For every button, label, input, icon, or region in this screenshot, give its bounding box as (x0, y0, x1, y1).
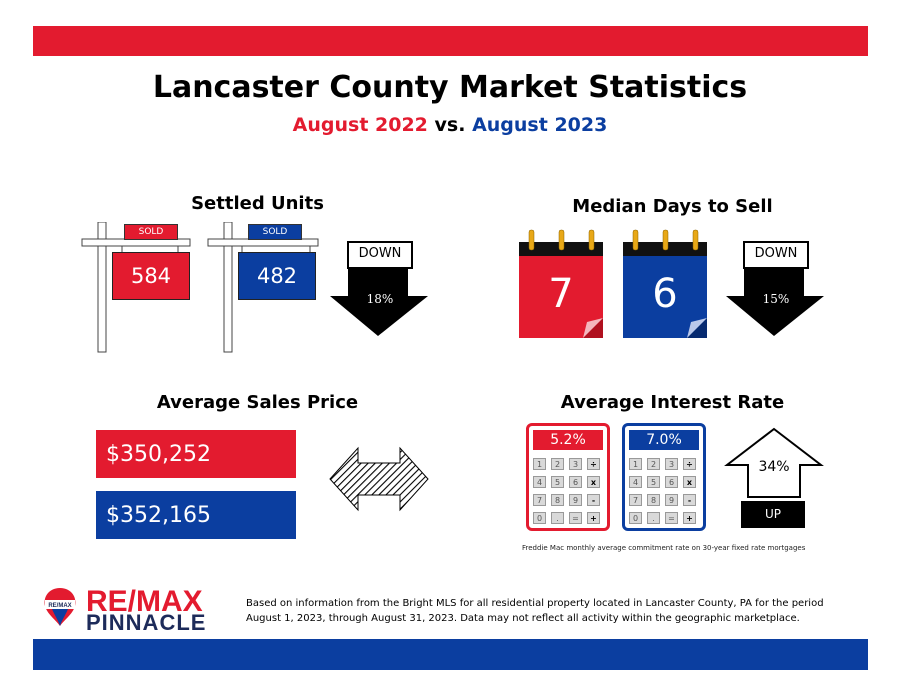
calculator-key: 9 (569, 494, 582, 506)
calculator-key: 8 (647, 494, 660, 506)
calculator-key: = (569, 512, 582, 524)
calendar-icon (519, 229, 603, 338)
avg-price-heading: Average Sales Price (156, 392, 359, 413)
disclaimer-line-2: August 1, 2023, through August 31, 2023.… (246, 613, 800, 624)
page-title: Lancaster County Market Statistics (152, 70, 748, 105)
settled-units-2023: 482 (238, 252, 316, 300)
calculator-key: 1 (533, 458, 546, 470)
calculator-key: 7 (629, 494, 642, 506)
calculator-key: x (587, 476, 600, 488)
calculator-2022: 5.2% 1 2 3 ÷ 4 5 6 x 7 8 9- 0. = + (526, 423, 610, 531)
calculator-key: 6 (665, 476, 678, 488)
calculator-key: 5 (551, 476, 564, 488)
interest-rate-heading: Average Interest Rate (560, 392, 785, 413)
disclaimer-line-1: Based on information from the Bright MLS… (246, 598, 824, 609)
disclaimer: Based on information from the Bright MLS… (246, 596, 846, 626)
sold-rider-2022: SOLD (124, 224, 178, 240)
calculator-key: 1 (629, 458, 642, 470)
calculator-key: - (683, 494, 696, 506)
calculator-key: ÷ (587, 458, 600, 470)
settled-units-trend-label: DOWN (347, 241, 413, 269)
balloon-logo-icon: RE/MAX (44, 588, 76, 626)
interest-rate-change: 34% (758, 459, 790, 475)
calculator-2023: 7.0% 1 2 3 ÷ 4 5 6 x 7 8 9- 0. = + (622, 423, 706, 531)
avg-price-2022: $350,252 (96, 430, 296, 478)
interest-rate-note: Freddie Mac monthly average commitment r… (522, 544, 806, 552)
interest-rate-2023: 7.0% (629, 430, 699, 450)
calculator-key: 9 (665, 494, 678, 506)
avg-price-2023: $352,165 (96, 491, 296, 539)
down-arrow-icon (330, 268, 428, 336)
settled-units-2022: 584 (112, 252, 190, 300)
up-arrow-icon (724, 427, 824, 498)
calculator-key: 2 (647, 458, 660, 470)
brand-logo-text: RE/MAX (86, 585, 203, 618)
median-days-2022: 7 (548, 271, 574, 317)
brand-logo-subtext: PINNACLE (86, 610, 207, 635)
median-days-change: 15% (762, 292, 790, 306)
calculator-key: 8 (551, 494, 564, 506)
calculator-key: 5 (647, 476, 660, 488)
top-banner (33, 26, 868, 56)
subtitle-year-2022: August 2022 (292, 114, 428, 136)
settled-units-heading: Settled Units (191, 193, 324, 214)
interest-rate-trend-label: UP (741, 501, 805, 528)
calculator-key: 7 (533, 494, 546, 506)
median-days-trend-label: DOWN (743, 241, 809, 269)
calculator-key: 0 (533, 512, 546, 524)
calculator-key: x (683, 476, 696, 488)
subtitle-vs: vs. (434, 114, 466, 136)
calculator-key: 4 (629, 476, 642, 488)
calculator-key: + (587, 512, 600, 524)
calculator-key: . (551, 512, 564, 524)
median-days-2023: 6 (652, 271, 678, 317)
calculator-key: 4 (533, 476, 546, 488)
calculator-key: + (683, 512, 696, 524)
calculator-key: - (587, 494, 600, 506)
calendar-icon (623, 229, 707, 338)
subtitle-year-2023: August 2023 (472, 114, 608, 136)
calculator-key: 3 (569, 458, 582, 470)
page-subtitle: August 2022 vs. August 2023 (0, 114, 900, 136)
calculator-key: = (665, 512, 678, 524)
calculator-key: ÷ (683, 458, 696, 470)
calculator-key: 3 (665, 458, 678, 470)
calculator-key: . (647, 512, 660, 524)
bottom-banner (33, 639, 868, 670)
calculator-key: 0 (629, 512, 642, 524)
sold-rider-2023: SOLD (248, 224, 302, 240)
down-arrow-icon (726, 268, 824, 336)
calculator-key: 6 (569, 476, 582, 488)
interest-rate-2022: 5.2% (533, 430, 603, 450)
double-arrow-icon (329, 446, 429, 512)
calculator-key: 2 (551, 458, 564, 470)
balloon-logo-text: RE/MAX (48, 603, 71, 609)
settled-units-change: 18% (366, 292, 394, 306)
median-days-heading: Median Days to Sell (572, 196, 773, 217)
